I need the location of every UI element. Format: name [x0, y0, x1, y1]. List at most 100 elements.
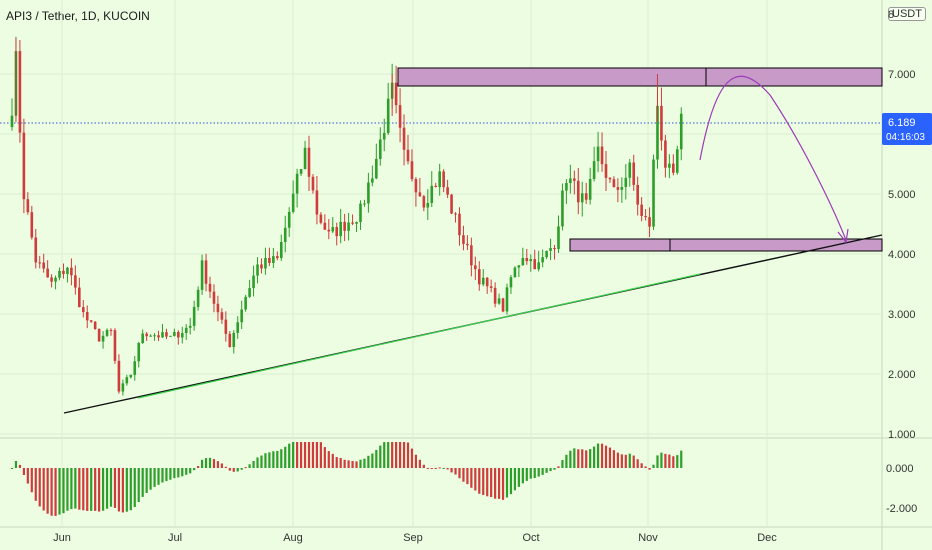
- osc-bar: [569, 450, 572, 468]
- candle-body: [137, 343, 141, 362]
- osc-bar: [26, 468, 29, 484]
- candle-body: [212, 291, 216, 304]
- osc-bar: [232, 468, 235, 472]
- osc-bar: [359, 459, 362, 468]
- candle-body: [62, 270, 65, 274]
- y-tick-label: 4.000: [888, 249, 916, 261]
- candle-body: [489, 286, 493, 288]
- x-tick-label: Jul: [168, 532, 182, 544]
- candle-body: [481, 277, 485, 285]
- osc-bar: [161, 468, 164, 483]
- candle-body: [394, 82, 398, 106]
- osc-bar: [228, 468, 231, 471]
- candle-body: [311, 176, 315, 191]
- projection-arrowhead: [837, 228, 849, 244]
- candle-body: [620, 186, 624, 190]
- osc-bar: [327, 451, 330, 468]
- candle-body: [307, 147, 311, 177]
- osc-bar: [133, 468, 136, 507]
- osc-bar: [272, 451, 275, 468]
- osc-bar: [98, 468, 101, 512]
- osc-bar: [296, 442, 299, 468]
- osc-bar: [335, 457, 338, 468]
- osc-bar: [430, 468, 433, 469]
- candle-body: [244, 296, 247, 310]
- y-tick-label: 3.000: [888, 309, 916, 321]
- osc-bar: [375, 449, 378, 468]
- candle-body: [636, 184, 639, 205]
- candle-body: [477, 269, 481, 285]
- candle-body: [426, 202, 430, 208]
- candle-body: [200, 260, 204, 290]
- candle-body: [291, 193, 295, 212]
- osc-bar: [292, 442, 295, 468]
- osc-bar: [466, 468, 469, 485]
- osc-bar: [664, 453, 667, 468]
- candle-body: [600, 146, 604, 165]
- candle-body: [644, 215, 647, 218]
- candle-body: [561, 190, 564, 227]
- osc-bar: [137, 468, 140, 503]
- osc-bar: [513, 468, 517, 491]
- candle-body: [74, 275, 77, 288]
- osc-bar: [549, 468, 552, 472]
- osc-bar: [58, 468, 61, 515]
- osc-bar: [462, 468, 465, 482]
- candle-body: [529, 259, 533, 262]
- osc-bar: [165, 468, 168, 482]
- candle-body: [513, 267, 517, 278]
- osc-bar: [34, 468, 37, 501]
- candle-body: [418, 192, 422, 197]
- osc-bar: [438, 467, 441, 469]
- y-tick-label: 8: [888, 9, 894, 21]
- osc-bar: [248, 464, 251, 468]
- candle-body: [660, 105, 663, 141]
- candle-body: [454, 213, 457, 215]
- candle-body: [204, 260, 208, 284]
- candle-body: [97, 329, 101, 342]
- candle-body: [509, 277, 513, 288]
- candle-body: [78, 287, 81, 308]
- osc-bar: [406, 442, 410, 468]
- candle-body: [580, 193, 584, 203]
- candle-body: [664, 140, 667, 168]
- osc-bar: [117, 468, 121, 512]
- osc-bar: [426, 467, 429, 469]
- candle-body: [371, 178, 374, 183]
- osc-tick-label: -2.000: [886, 503, 917, 515]
- osc-bar: [600, 443, 604, 468]
- osc-bar: [216, 461, 220, 468]
- candle-body: [260, 264, 263, 269]
- osc-bar: [185, 468, 188, 475]
- osc-bar: [505, 468, 509, 498]
- osc-bar: [193, 468, 196, 471]
- osc-bar: [668, 454, 671, 468]
- osc-bar: [157, 468, 160, 485]
- zones: [397, 67, 883, 252]
- candle-body: [588, 178, 592, 200]
- osc-bar: [628, 453, 631, 468]
- candle-body: [81, 307, 85, 313]
- candle-body: [38, 262, 42, 264]
- osc-bar: [343, 459, 346, 468]
- osc-bar: [153, 468, 156, 487]
- osc-bar: [145, 468, 148, 493]
- candle-body: [228, 333, 232, 348]
- osc-bar: [331, 453, 334, 468]
- osc-bar: [224, 466, 227, 468]
- candle-body: [335, 227, 339, 237]
- candle-body: [248, 288, 251, 297]
- candle-body: [264, 257, 267, 269]
- trendline-overlay: [137, 273, 701, 399]
- candle-body: [50, 277, 53, 282]
- osc-bar: [46, 468, 49, 514]
- osc-bar: [62, 468, 65, 514]
- y-tick-label: 7.000: [888, 69, 916, 81]
- osc-bar: [573, 448, 576, 468]
- osc-bar: [200, 459, 204, 468]
- currency-label[interactable]: USDT: [888, 7, 926, 21]
- osc-bar: [189, 468, 192, 474]
- candle-body: [402, 127, 406, 150]
- osc-bar: [307, 442, 311, 468]
